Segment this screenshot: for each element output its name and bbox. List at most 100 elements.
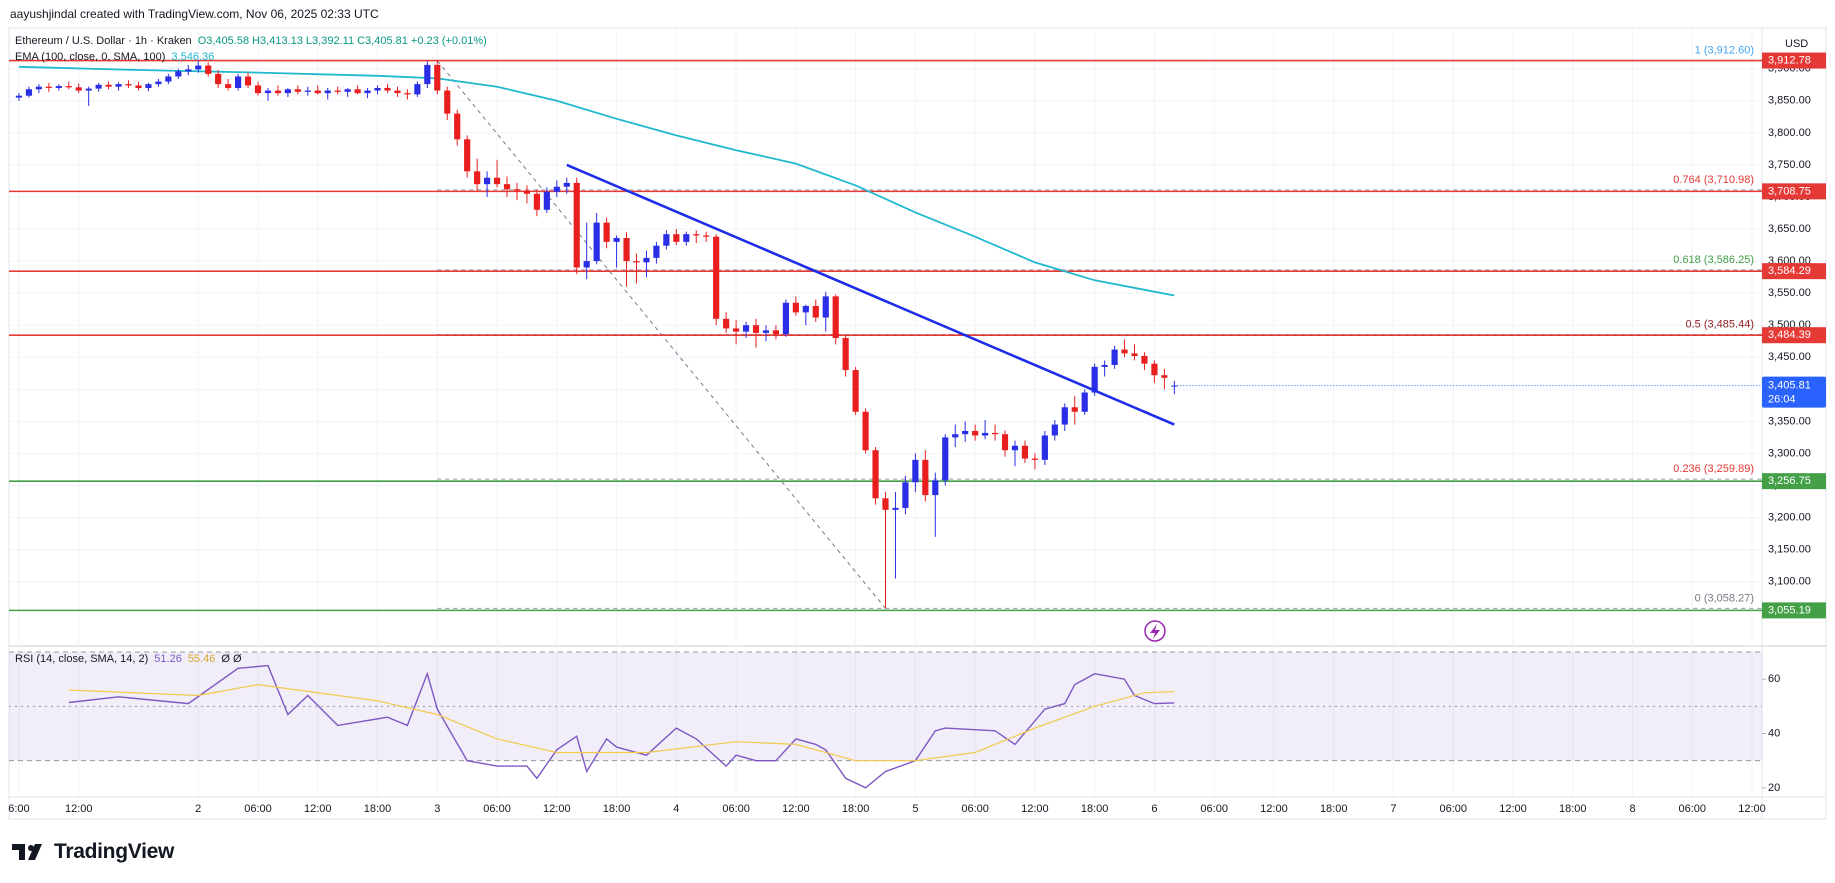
ema-line (18, 65, 1175, 297)
candle-body (75, 87, 82, 91)
candle-body (573, 182, 580, 268)
candle-body (553, 186, 560, 192)
x-tick-label: 18:00 (364, 803, 392, 815)
candle-body (474, 171, 481, 185)
y-tick-label: 3,800.00 (1768, 127, 1811, 139)
rsi-tick-label: 60 (1768, 673, 1780, 685)
candle-body (782, 302, 789, 335)
candle-body (125, 84, 132, 86)
level-tag-label: 3,584.29 (1768, 265, 1811, 277)
x-tick-label: 12:00 (543, 803, 571, 815)
level-tag-label: 3,055.19 (1768, 604, 1811, 616)
x-tick-label: 6:00 (8, 803, 29, 815)
candle-body (852, 370, 859, 412)
candle-body (1071, 407, 1078, 412)
candle-body (792, 302, 799, 313)
candle-body (1161, 375, 1168, 378)
fib-label: 0.5 (3,485.44) (1686, 318, 1755, 330)
candle-body (613, 238, 620, 242)
logo-text: TradingView (54, 840, 175, 863)
level-tag-label: 3,912.78 (1768, 54, 1811, 66)
x-tick-label: 18:00 (603, 803, 631, 815)
candle-body (354, 89, 361, 94)
level-tag (1762, 327, 1826, 344)
logo-mark (12, 844, 42, 860)
candle-body (752, 325, 760, 333)
candle-body (254, 85, 262, 94)
candle-body (284, 89, 291, 94)
candle-body (503, 184, 511, 190)
trend-line (566, 163, 1175, 426)
candle-body (95, 84, 102, 89)
x-tick-label: 3 (434, 803, 440, 815)
x-tick-label: 06:00 (483, 803, 511, 815)
candle-body (225, 84, 232, 88)
x-tick-label: 12:00 (1738, 803, 1766, 815)
x-tick-label: 06:00 (722, 803, 750, 815)
candle-body (185, 69, 192, 72)
y-tick-label: 3,200.00 (1768, 511, 1811, 523)
x-tick-label: 12:00 (65, 803, 93, 815)
rsi-tick-label: 20 (1768, 782, 1780, 794)
candle-body (1081, 392, 1088, 412)
level-tag (1762, 473, 1826, 490)
candle-body (1141, 355, 1148, 364)
currency-label: USD (1785, 38, 1808, 50)
candle-body (454, 113, 461, 140)
candle-body (304, 90, 311, 92)
candle-body (932, 480, 939, 496)
candle-body (643, 257, 650, 263)
rsi-title: RSI (14, close, SMA, 14, 2) (15, 653, 149, 665)
last-price-tag (1762, 376, 1826, 408)
candle-body (742, 325, 750, 332)
candle-body (344, 89, 351, 92)
countdown-label: 26:04 (1768, 393, 1796, 405)
candle-body (155, 81, 162, 85)
x-tick-label: 4 (673, 803, 679, 815)
x-tick-label: 18:00 (842, 803, 870, 815)
y-tick-label: 3,750.00 (1768, 159, 1811, 171)
footer-logo: TradingView (12, 840, 174, 864)
price-legend: Ethereum / U.S. Dollar · 1h · Kraken O3,… (15, 35, 487, 47)
level-tag-label: 3,708.75 (1768, 185, 1811, 197)
candle-body (962, 430, 969, 435)
candle-body (942, 437, 949, 481)
level-tag (1762, 263, 1826, 280)
candle-body (334, 90, 341, 92)
candle-body (723, 318, 730, 329)
candle-body (663, 234, 670, 246)
candle-body (952, 434, 959, 438)
y-tick-label: 3,850.00 (1768, 95, 1811, 107)
candle-body (115, 84, 122, 87)
candle-body (105, 84, 112, 87)
candle-body (593, 222, 600, 262)
candle-body (533, 193, 540, 210)
candle-body (424, 64, 431, 85)
candle-body (384, 87, 391, 91)
candle-body (972, 430, 979, 436)
candle-body (294, 89, 301, 92)
level-tag (1762, 52, 1826, 69)
candle-body (822, 296, 829, 318)
ema-title: EMA (100, close, 0, SMA, 100) (15, 51, 166, 63)
candle-body (234, 76, 242, 88)
candle-body (713, 236, 720, 319)
x-tick-label: 06:00 (244, 803, 272, 815)
y-tick-label: 3,100.00 (1768, 576, 1811, 588)
candle-body (434, 64, 441, 91)
ema-value: 3,546.36 (171, 51, 215, 63)
candle-body (264, 90, 272, 94)
candle-body (812, 305, 819, 318)
candle-body (1031, 458, 1038, 460)
candle-body (65, 86, 72, 88)
candle-body (374, 87, 381, 91)
x-tick-label: 06:00 (961, 803, 989, 815)
chart-frame (8, 27, 1827, 820)
candle-body (324, 90, 331, 94)
credit: aayushjindal created with TradingView.co… (10, 7, 379, 21)
x-tick-label: 12:00 (1021, 803, 1049, 815)
symbol-title: Ethereum / U.S. Dollar · 1h · Kraken (15, 35, 192, 47)
candle-body (1121, 349, 1128, 354)
candle-body (991, 432, 999, 435)
candle-body (493, 177, 501, 185)
